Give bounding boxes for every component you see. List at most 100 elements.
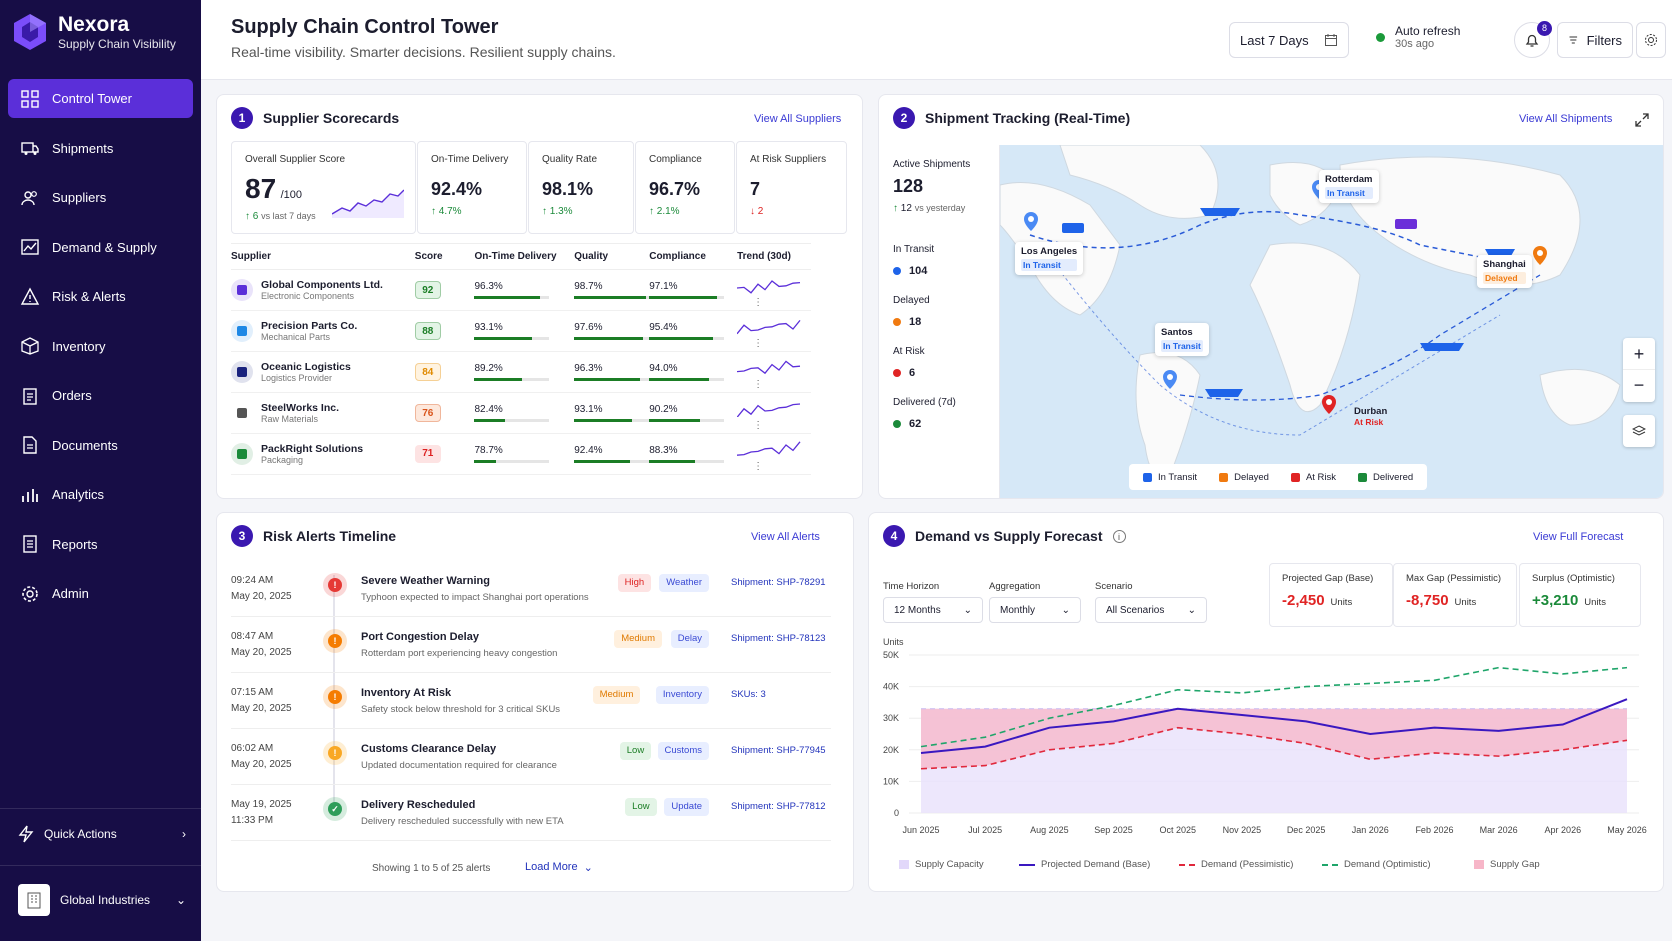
chevron-down-icon: ⌄ <box>1061 604 1070 616</box>
nav-item-risk-alerts[interactable]: Risk & Alerts <box>8 277 193 316</box>
org-switcher[interactable]: Global Industries ⌄ <box>18 884 186 916</box>
grid-icon <box>21 89 39 108</box>
severity-badge: Low <box>619 742 652 760</box>
expand-icon[interactable] <box>1635 113 1649 127</box>
table-row[interactable]: PackRight Solutions Packaging 71 78.7% 92.4%… <box>231 433 811 475</box>
port-status: Delayed <box>1483 272 1526 284</box>
legend-swatch <box>1019 863 1035 866</box>
section-number: 3 <box>231 525 253 547</box>
nav-item-control-tower[interactable]: Control Tower <box>8 79 193 118</box>
auto-refresh[interactable]: Auto refresh 30s ago <box>1376 24 1460 50</box>
alert-reference-link[interactable]: Shipment: SHP-77812 <box>731 801 826 812</box>
alert-time: 07:15 AM <box>231 687 274 698</box>
view-all-suppliers-link[interactable]: View All Suppliers <box>754 113 842 125</box>
legend-item[interactable]: Delayed <box>1219 472 1269 483</box>
legend-item[interactable]: Delivered <box>1358 472 1413 483</box>
filter-select[interactable]: All Scenarios ⌄ <box>1095 597 1207 623</box>
legend-item[interactable]: At Risk <box>1290 472 1336 483</box>
nav-item-admin[interactable]: Admin <box>8 574 193 613</box>
compliance-value: 95.4% <box>649 322 678 333</box>
select-value: Monthly <box>1000 604 1036 616</box>
more-options-icon[interactable]: ⋮ <box>753 338 764 349</box>
map-label-durban[interactable]: Durban At Risk <box>1354 406 1387 427</box>
alert-reference-link[interactable]: Shipment: SHP-78291 <box>731 577 826 588</box>
nav-item-demand-supply[interactable]: Demand & Supply <box>8 228 193 267</box>
score-sparkline <box>332 189 404 218</box>
arrow-up-icon: ↑ <box>542 206 547 217</box>
shipment-stat[interactable]: At Risk 6 <box>893 346 985 379</box>
shipment-stat[interactable]: Delivered (7d) 62 <box>893 397 985 430</box>
info-icon[interactable]: i <box>1112 529 1126 543</box>
legend-item[interactable]: In Transit <box>1143 472 1197 483</box>
view-all-shipments-link[interactable]: View All Shipments <box>1519 113 1613 125</box>
quick-actions-button[interactable]: Quick Actions › <box>18 825 186 843</box>
view-full-forecast-link[interactable]: View Full Forecast <box>1533 531 1624 543</box>
settings-button[interactable] <box>1636 22 1666 58</box>
alert-item[interactable]: 06:02 AM May 20, 2025! Customs Clearance D… <box>231 729 831 785</box>
table-row[interactable]: Global Components Ltd. Electronic Compone… <box>231 269 811 311</box>
legend-item[interactable]: Demand (Optimistic) <box>1322 859 1431 870</box>
port-status: In Transit <box>1021 259 1078 271</box>
map-label-santos[interactable]: Santos In Transit <box>1155 323 1209 356</box>
more-options-icon[interactable]: ⋮ <box>753 461 764 472</box>
table-row[interactable]: SteelWorks Inc. Raw Materials 76 82.4% 93.1%… <box>231 392 811 434</box>
zoom-out-button[interactable]: − <box>1633 375 1645 395</box>
notification-badge: 8 <box>1537 21 1552 36</box>
view-all-alerts-link[interactable]: View All Alerts <box>751 531 820 543</box>
lightning-icon <box>18 825 34 843</box>
zoom-in-button[interactable]: + <box>1623 338 1655 370</box>
alert-item[interactable]: 08:47 AM May 20, 2025! Port Congestion Del… <box>231 617 831 673</box>
layers-icon <box>1632 425 1646 436</box>
filter-select[interactable]: Monthly ⌄ <box>989 597 1081 623</box>
map-label-rotterdam[interactable]: Rotterdam In Transit <box>1319 170 1379 203</box>
brand[interactable]: Nexora Supply Chain Visibility <box>10 12 176 52</box>
kpi-delta: 2.1% <box>656 206 680 217</box>
kpi-label: At Risk Suppliers <box>750 154 827 165</box>
nav-item-inventory[interactable]: Inventory <box>8 327 193 366</box>
alert-reference-link[interactable]: Shipment: SHP-77945 <box>731 745 826 756</box>
overall-score-kpi: Overall Supplier Score 87 /100 ↑ 6 vs la… <box>231 141 416 234</box>
nav-item-suppliers[interactable]: Suppliers <box>8 178 193 217</box>
more-options-icon[interactable]: ⋮ <box>753 379 764 390</box>
nav-item-documents[interactable]: Documents <box>8 426 193 465</box>
alert-reference-link[interactable]: Shipment: SHP-78123 <box>731 633 826 644</box>
alert-date: May 20, 2025 <box>231 591 292 602</box>
port-name: Los Angeles <box>1021 246 1078 257</box>
legend-item[interactable]: Projected Demand (Base) <box>1019 859 1150 870</box>
nav-item-shipments[interactable]: Shipments <box>8 129 193 168</box>
more-options-icon[interactable]: ⋮ <box>753 420 764 431</box>
compliance-bar <box>649 378 725 381</box>
alert-reference-link[interactable]: SKUs: 3 <box>731 689 766 700</box>
map-legend: In Transit Delayed At Risk Delivered <box>1129 464 1428 490</box>
nav-item-analytics[interactable]: Analytics <box>8 475 193 514</box>
table-row[interactable]: Precision Parts Co. Mechanical Parts 88 93.… <box>231 310 811 352</box>
alert-item[interactable]: May 19, 2025 11:33 PM ✓ Delivery Reschedule… <box>231 785 831 841</box>
shipment-stat[interactable]: In Transit 104 <box>893 244 985 277</box>
supplier-icon <box>231 361 253 383</box>
filter-select[interactable]: 12 Months ⌄ <box>883 597 983 623</box>
filters-button[interactable]: Filters <box>1557 22 1633 58</box>
kpi-delta: 1.3% <box>549 206 573 217</box>
notifications-button[interactable]: 8 <box>1514 21 1552 58</box>
kpi-label: Overall Supplier Score <box>245 154 346 165</box>
date-range-select[interactable]: Last 7 Days <box>1229 22 1349 58</box>
gap-value: -8,750 <box>1406 592 1449 609</box>
load-more-button[interactable]: Load More ⌄ <box>525 861 593 874</box>
legend-item[interactable]: Supply Capacity <box>899 859 984 870</box>
map-label-los-angeles[interactable]: Los Angeles In Transit <box>1015 242 1084 275</box>
gap-unit: Units <box>1330 597 1353 608</box>
alert-item[interactable]: 09:24 AM May 20, 2025! Severe Weather Warn… <box>231 561 831 617</box>
legend-item[interactable]: Demand (Pessimistic) <box>1179 859 1293 870</box>
port-name: Shanghai <box>1483 259 1526 270</box>
legend-item[interactable]: Supply Gap <box>1474 859 1540 870</box>
alert-date: May 20, 2025 <box>231 703 292 714</box>
demand-optimistic-line <box>920 666 1628 748</box>
layers-button[interactable] <box>1623 415 1655 447</box>
table-row[interactable]: Oceanic Logistics Logistics Provider 84 89.… <box>231 351 811 393</box>
alert-item[interactable]: 07:15 AM May 20, 2025! Inventory At Risk Sa… <box>231 673 831 729</box>
nav-item-reports[interactable]: Reports <box>8 525 193 564</box>
map-label-shanghai[interactable]: Shanghai Delayed <box>1477 255 1532 288</box>
nav-item-orders[interactable]: Orders <box>8 376 193 415</box>
shipment-stat[interactable]: Delayed 18 <box>893 295 985 328</box>
more-options-icon[interactable]: ⋮ <box>753 297 764 308</box>
